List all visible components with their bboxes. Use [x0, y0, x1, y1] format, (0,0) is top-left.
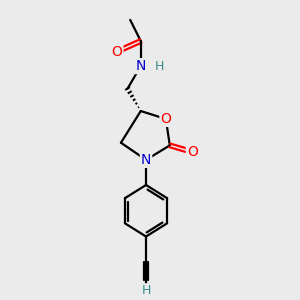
Text: N: N — [136, 59, 146, 73]
Text: O: O — [160, 112, 171, 126]
Text: H: H — [154, 60, 164, 73]
Text: H: H — [141, 284, 151, 297]
Text: O: O — [187, 145, 198, 159]
Text: N: N — [141, 153, 151, 167]
Text: O: O — [112, 45, 122, 58]
